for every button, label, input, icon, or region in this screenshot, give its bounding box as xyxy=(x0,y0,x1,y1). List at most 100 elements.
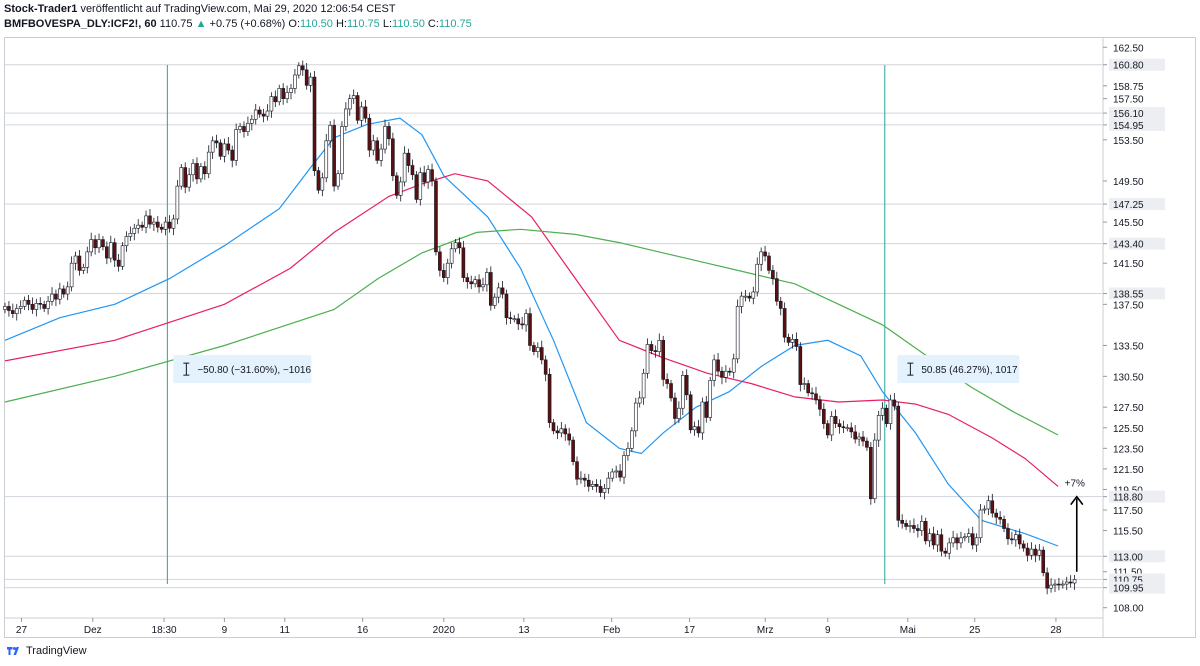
arrow-up-icon xyxy=(1070,495,1084,506)
candle-body xyxy=(18,306,23,309)
candle-body xyxy=(73,255,78,264)
candle-body xyxy=(849,427,854,433)
candle-body xyxy=(912,525,916,529)
candle xyxy=(602,484,607,500)
candle-body xyxy=(728,370,732,373)
candle-body xyxy=(30,304,35,310)
candle-body xyxy=(89,239,93,253)
candle-body xyxy=(974,537,979,546)
candle-body xyxy=(586,479,591,487)
price-tick-label: 156.10 xyxy=(1113,109,1144,120)
candle-body xyxy=(645,344,650,374)
candle xyxy=(825,420,830,439)
candle xyxy=(351,89,356,104)
range-markers xyxy=(166,65,886,584)
candle-body xyxy=(700,401,705,434)
measure-label: 50.85 (46.27%), 1017 xyxy=(897,355,1020,384)
candle xyxy=(947,537,952,560)
candle xyxy=(571,436,575,466)
candle-body xyxy=(210,140,215,153)
author-name[interactable]: Stock-Trader1 xyxy=(4,3,78,15)
candle xyxy=(347,94,352,116)
candle-body xyxy=(434,180,438,253)
candle xyxy=(935,530,940,552)
candle-body xyxy=(367,117,372,151)
candle xyxy=(261,108,266,123)
candle-body xyxy=(998,516,1002,520)
candle xyxy=(7,301,11,317)
candle xyxy=(959,531,963,549)
candle xyxy=(778,296,783,316)
candle-body xyxy=(394,175,399,196)
candle xyxy=(371,134,376,156)
candle xyxy=(269,92,274,118)
candle xyxy=(61,285,66,298)
candle-body xyxy=(485,272,489,286)
candle-body xyxy=(332,125,336,187)
change-up-icon: ▲ xyxy=(195,18,207,30)
candle xyxy=(543,355,548,382)
candle-body xyxy=(418,172,423,200)
candle xyxy=(849,422,854,438)
candle xyxy=(637,391,642,408)
candle-body xyxy=(680,375,685,409)
candle xyxy=(951,530,955,548)
projection-label: +7% xyxy=(1065,478,1085,489)
price-tick-label: 143.40 xyxy=(1113,240,1144,251)
candle-body xyxy=(590,484,595,487)
candle xyxy=(539,340,544,365)
candle xyxy=(802,377,807,390)
candle xyxy=(163,216,168,236)
candle-body xyxy=(606,477,611,489)
candle xyxy=(277,84,282,106)
measure-icon xyxy=(907,362,914,376)
candle xyxy=(179,163,184,190)
time-axis[interactable]: 27 Dez 18:30 9 11 16 2020 13 Feb 17 Mrz 9 Mai 25 28 xyxy=(16,618,1062,636)
candle-body xyxy=(794,339,799,347)
candle xyxy=(379,143,383,167)
candle-body xyxy=(340,126,344,175)
candle-body xyxy=(42,304,46,309)
tradingview-logo-icon[interactable] xyxy=(6,645,22,657)
candle xyxy=(1002,515,1006,533)
candle-body xyxy=(1017,534,1022,545)
candle xyxy=(253,103,258,125)
candle-body xyxy=(704,401,709,418)
time-tick-label: 2020 xyxy=(433,625,456,636)
time-tick-label: 9 xyxy=(825,625,831,636)
candle xyxy=(630,427,634,452)
price-tick-label: 123.50 xyxy=(1113,444,1144,455)
candle-body xyxy=(242,126,246,132)
candle xyxy=(528,307,532,351)
candle-body xyxy=(347,98,352,110)
price-tick-label: 160.80 xyxy=(1113,61,1144,72)
candle xyxy=(453,239,458,253)
candle xyxy=(1025,542,1030,562)
candle-body xyxy=(869,446,873,500)
candle-body xyxy=(120,245,125,267)
candle xyxy=(559,421,564,438)
candle xyxy=(728,367,732,376)
candle xyxy=(297,62,301,79)
candle xyxy=(46,296,50,315)
candle-body xyxy=(841,426,846,429)
time-tick-label: 9 xyxy=(222,625,228,636)
chart-header-publisher: Stock-Trader1 veröffentlicht auf Trading… xyxy=(4,3,396,15)
candle xyxy=(673,392,677,425)
brand-label[interactable]: TradingView xyxy=(26,645,87,657)
candle xyxy=(50,287,54,306)
candle-body xyxy=(1014,534,1018,541)
low-value: 110.50 xyxy=(392,18,425,30)
candle xyxy=(810,387,814,400)
candle-body xyxy=(594,484,599,487)
candle xyxy=(461,240,466,283)
candle-body xyxy=(927,533,932,542)
candle-body xyxy=(285,92,289,99)
symbol-label[interactable]: BMFBOVESPA_DLY:ICF2!, 60 xyxy=(4,18,157,30)
candle xyxy=(833,409,838,429)
price-tick-label: 141.50 xyxy=(1113,259,1144,270)
candle xyxy=(880,402,885,421)
price-tick-label: 130.50 xyxy=(1113,372,1144,383)
